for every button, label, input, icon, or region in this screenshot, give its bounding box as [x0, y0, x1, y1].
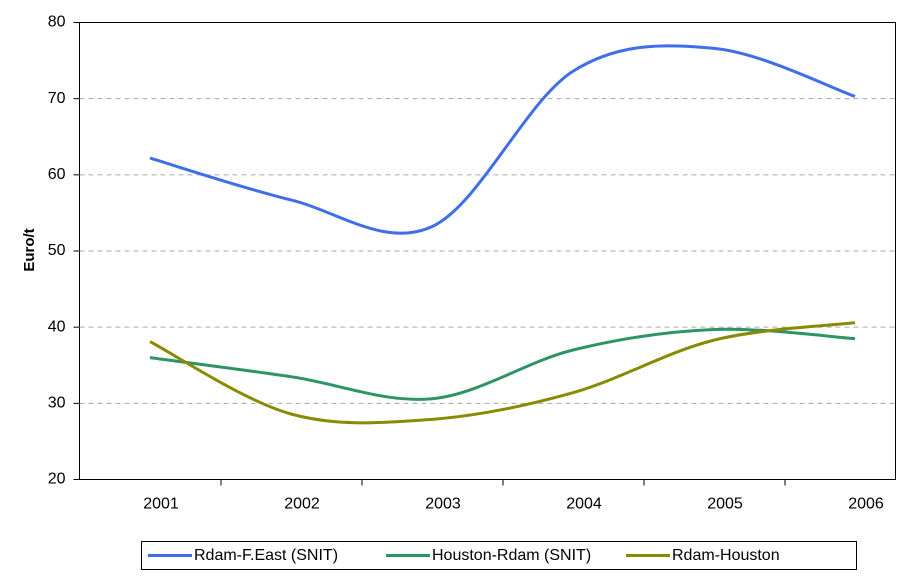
- y-tick-label: 20: [48, 471, 66, 488]
- x-tick-label: 2005: [707, 496, 743, 513]
- series-line: [149, 321, 856, 425]
- x-tick-label: 2001: [143, 496, 179, 513]
- series-line: [149, 44, 856, 235]
- y-tick-label: 40: [48, 318, 66, 335]
- x-tick-label: 2006: [848, 496, 884, 513]
- x-tick-label: 2004: [566, 496, 602, 513]
- series-line: [149, 327, 856, 401]
- y-axis-label: Euro/t: [21, 228, 38, 271]
- y-tick-label: 30: [48, 395, 66, 412]
- y-tick-label: 70: [48, 90, 66, 107]
- y-tick-label: 50: [48, 242, 66, 259]
- y-tick-label: 60: [48, 166, 66, 183]
- legend-label: Houston-Rdam (SNIT): [432, 547, 591, 564]
- x-tick-label: 2003: [425, 496, 461, 513]
- legend-label: Rdam-Houston: [672, 547, 780, 564]
- legend-box: [141, 541, 857, 570]
- legend-label: Rdam-F.East (SNIT): [194, 547, 338, 564]
- y-tick-label: 80: [48, 14, 66, 31]
- x-tick-label: 2002: [284, 496, 320, 513]
